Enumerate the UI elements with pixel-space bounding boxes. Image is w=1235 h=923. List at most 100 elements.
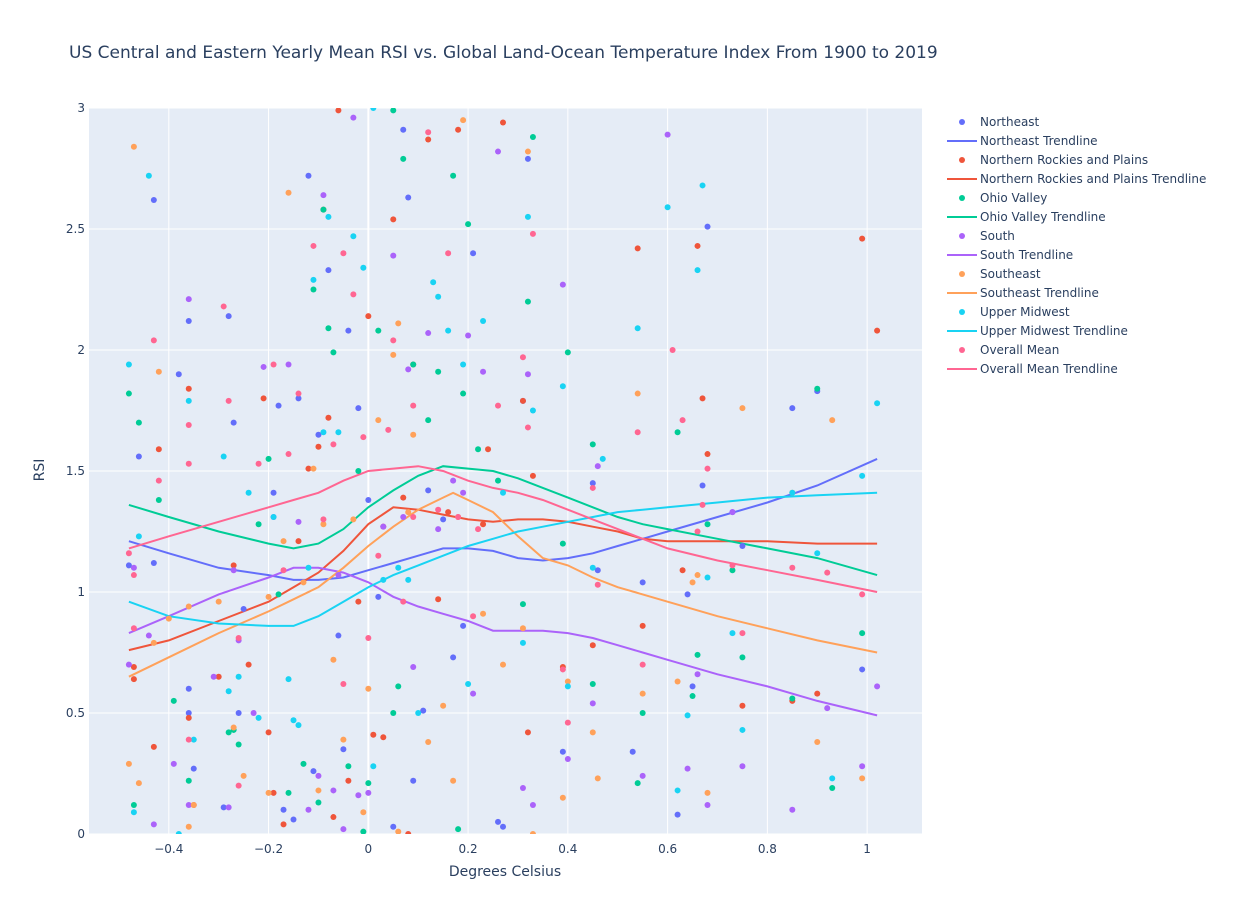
upper-midwest-point bbox=[859, 472, 866, 479]
south-point bbox=[210, 673, 217, 680]
ohio-valley-point bbox=[859, 630, 866, 637]
south-point bbox=[789, 806, 796, 813]
upper-midwest-point bbox=[185, 397, 192, 404]
overall-mean-point bbox=[150, 337, 157, 344]
legend-item-northern-rockies-and-plains[interactable]: Northern Rockies and Plains bbox=[959, 153, 1148, 167]
x-tick-label: 0.4 bbox=[558, 842, 577, 856]
south-point bbox=[684, 765, 691, 772]
northern-rockies-and-plains-point bbox=[589, 642, 596, 649]
overall-mean-point bbox=[400, 598, 407, 605]
northeast-point bbox=[594, 567, 601, 574]
legend-item-northern-rockies-and-plains-trendline[interactable]: Northern Rockies and Plains Trendline bbox=[947, 172, 1206, 186]
scatter-points bbox=[125, 108, 881, 834]
legend-item-northeast[interactable]: Northeast bbox=[959, 115, 1040, 129]
southeast-point bbox=[405, 509, 412, 516]
south-point bbox=[524, 371, 531, 378]
overall-mean-point bbox=[559, 666, 566, 673]
overall-mean-point bbox=[375, 552, 382, 559]
legend-marker-swatch bbox=[959, 119, 965, 125]
upper-midwest-point bbox=[245, 489, 252, 496]
legend-item-overall-mean-trendline[interactable]: Overall Mean Trendline bbox=[947, 362, 1118, 376]
legend-item-ohio-valley[interactable]: Ohio Valley bbox=[959, 191, 1047, 205]
southeast-point bbox=[185, 603, 192, 610]
overall-mean-point bbox=[285, 451, 292, 458]
ohio-valley-point bbox=[465, 221, 472, 228]
southeast-point bbox=[375, 417, 382, 424]
northern-rockies-and-plains-point bbox=[704, 451, 711, 458]
legend-item-ohio-valley-trendline[interactable]: Ohio Valley Trendline bbox=[947, 210, 1106, 224]
northern-rockies-and-plains-point bbox=[265, 729, 272, 736]
northeast-point bbox=[450, 654, 457, 661]
south-point bbox=[425, 330, 432, 337]
legend-item-south-trendline[interactable]: South Trendline bbox=[947, 248, 1073, 262]
overall-mean-point bbox=[310, 242, 317, 249]
northern-rockies-and-plains-point bbox=[405, 831, 412, 834]
overall-mean-point bbox=[130, 625, 137, 632]
ohio-valley-point bbox=[495, 477, 502, 484]
northeast-point bbox=[315, 431, 322, 438]
legend-item-northeast-trendline[interactable]: Northeast Trendline bbox=[947, 134, 1098, 148]
overall-mean-point bbox=[529, 230, 536, 237]
northeast-point bbox=[235, 710, 242, 716]
northern-rockies-and-plains-point bbox=[315, 443, 322, 450]
upper-midwest-point bbox=[370, 763, 377, 770]
legend-item-southeast-trendline[interactable]: Southeast Trendline bbox=[947, 286, 1099, 300]
southeast-point bbox=[410, 431, 417, 438]
overall-mean-point bbox=[225, 397, 232, 404]
northeast-point bbox=[440, 516, 447, 523]
ohio-valley-point bbox=[390, 108, 397, 114]
overall-mean-point bbox=[425, 129, 432, 136]
northeast-point bbox=[175, 371, 182, 378]
southeast-point bbox=[395, 828, 402, 834]
legend-item-south[interactable]: South bbox=[959, 229, 1015, 243]
overall-mean-point bbox=[729, 562, 736, 569]
overall-mean-point bbox=[639, 661, 646, 668]
legend-item-overall-mean[interactable]: Overall Mean bbox=[959, 343, 1059, 357]
south-point bbox=[125, 661, 132, 668]
ohio-valley-point bbox=[634, 780, 641, 787]
ohio-valley-point bbox=[325, 325, 332, 332]
northern-rockies-and-plains-point bbox=[330, 814, 337, 821]
overall-mean-point bbox=[669, 347, 676, 353]
upper-midwest-point bbox=[634, 325, 641, 332]
legend-item-southeast[interactable]: Southeast bbox=[959, 267, 1041, 281]
northern-rockies-and-plains-point bbox=[445, 509, 452, 516]
overall-mean-point bbox=[350, 291, 357, 298]
legend-item-upper-midwest-trendline[interactable]: Upper Midwest Trendline bbox=[947, 324, 1128, 338]
southeast-point bbox=[689, 579, 696, 586]
northeast-point bbox=[355, 405, 362, 412]
northern-rockies-and-plains-point bbox=[270, 789, 277, 796]
south-point bbox=[450, 477, 457, 484]
northeast-point bbox=[629, 748, 636, 755]
south-point bbox=[589, 700, 596, 707]
northeast-point bbox=[425, 487, 432, 494]
northern-rockies-and-plains-point bbox=[529, 472, 536, 479]
northern-rockies-and-plains-point bbox=[370, 731, 377, 738]
ohio-valley-point bbox=[185, 777, 192, 784]
northern-rockies-and-plains-point bbox=[455, 126, 462, 133]
northeast-point bbox=[125, 562, 132, 569]
northeast-point bbox=[739, 543, 746, 550]
ohio-valley-trendline-line bbox=[128, 465, 878, 577]
legend-label: Overall Mean Trendline bbox=[980, 362, 1118, 376]
upper-midwest-point bbox=[789, 489, 796, 496]
ohio-valley-point bbox=[460, 390, 467, 397]
overall-mean-point bbox=[255, 460, 262, 467]
southeast-point bbox=[425, 739, 432, 746]
legend-item-upper-midwest[interactable]: Upper Midwest bbox=[959, 305, 1070, 319]
northern-rockies-and-plains-point bbox=[859, 235, 866, 242]
x-tick-label: 0.6 bbox=[658, 842, 677, 856]
x-tick-label: 0.2 bbox=[459, 842, 478, 856]
ohio-valley-point bbox=[704, 521, 711, 528]
ohio-valley-point bbox=[330, 349, 337, 356]
ohio-valley-point bbox=[814, 385, 821, 392]
south-point bbox=[230, 567, 237, 574]
overall-mean-point bbox=[679, 417, 686, 424]
overall-mean-point bbox=[634, 429, 641, 436]
southeast-point bbox=[190, 801, 197, 808]
northern-rockies-and-plains-point bbox=[739, 702, 746, 709]
south-point bbox=[340, 826, 347, 833]
legend[interactable]: Northeast Northeast Trendline Northern Roc… bbox=[947, 115, 1206, 376]
ohio-valley-point bbox=[519, 601, 526, 608]
overall-mean-point bbox=[470, 613, 477, 620]
